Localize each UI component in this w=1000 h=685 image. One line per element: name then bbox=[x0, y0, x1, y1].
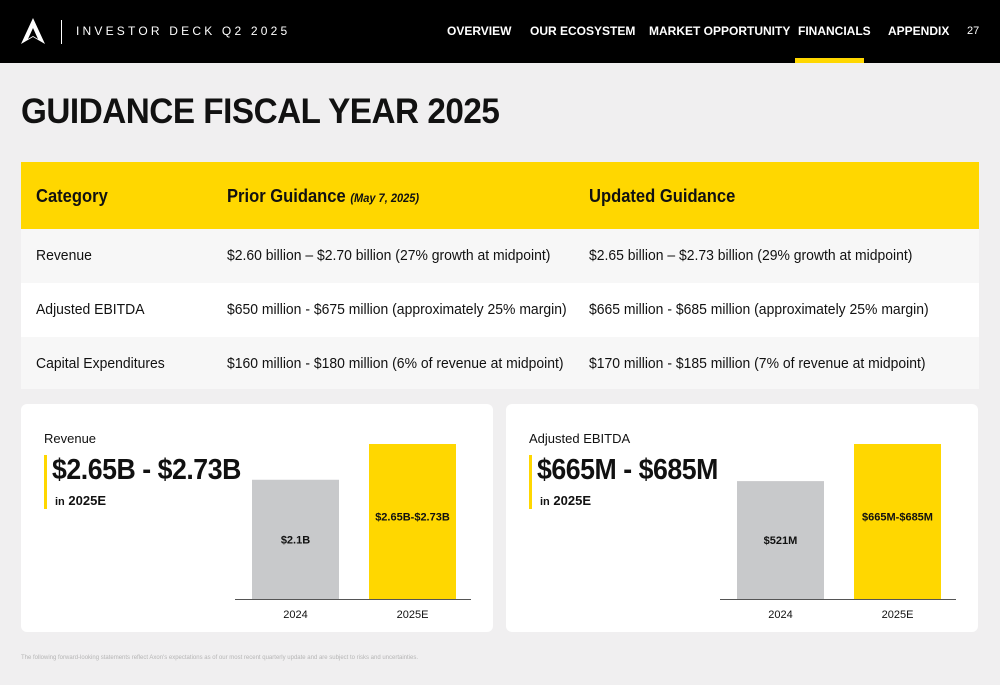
x-tick-label: 2025E bbox=[397, 609, 429, 621]
nav-market-opportunity[interactable]: MARKET OPPORTUNITY bbox=[649, 24, 791, 38]
card-subtitle: in 2025E bbox=[540, 493, 591, 508]
page-number: 27 bbox=[967, 25, 980, 37]
card-range: $665M - $685M bbox=[537, 454, 718, 486]
table-header: Category Prior Guidance (May 7, 2025) Up… bbox=[21, 162, 979, 229]
x-tick-label: 2024 bbox=[768, 609, 792, 621]
bar-data-label: $2.1B bbox=[281, 534, 310, 546]
header-prior-guidance: Prior Guidance (May 7, 2025) bbox=[227, 186, 419, 207]
bar-data-label: $665M-$685M bbox=[862, 512, 933, 524]
header-prior-label: Prior Guidance bbox=[227, 186, 346, 206]
nav-appendix[interactable]: APPENDIX bbox=[888, 24, 950, 38]
ebitda-card: Adjusted EBITDA $665M - $685M in 2025E $… bbox=[506, 404, 978, 632]
card-sub-year: 2025E bbox=[553, 493, 591, 508]
ebitda-chart: $521M 2024 $665M-$685M 2025E bbox=[720, 434, 956, 629]
nav-overview[interactable]: OVERVIEW bbox=[447, 24, 512, 38]
card-subtitle: in 2025E bbox=[55, 493, 106, 508]
bar-2025e bbox=[854, 444, 941, 599]
revenue-card: Revenue $2.65B - $2.73B in 2025E $2.1B 20… bbox=[21, 404, 493, 632]
active-nav-indicator bbox=[795, 58, 864, 63]
row-prior: $2.60 billion – $2.70 billion (27% growt… bbox=[227, 247, 551, 264]
revenue-chart: $2.1B 2024 $2.65B-$2.73B 2025E bbox=[235, 434, 471, 629]
card-sub-prefix: in bbox=[55, 496, 65, 508]
card-sub-year: 2025E bbox=[68, 493, 106, 508]
table-row: Capital Expenditures $160 million - $180… bbox=[21, 337, 979, 389]
row-updated: $665 million - $685 million (approximate… bbox=[589, 301, 929, 318]
x-tick-label: 2025E bbox=[882, 609, 914, 621]
card-label: Adjusted EBITDA bbox=[529, 431, 631, 446]
company-logo-icon[interactable] bbox=[20, 17, 46, 45]
header-category: Category bbox=[36, 186, 108, 206]
bar-data-label: $521M bbox=[764, 535, 798, 547]
table-row: Revenue $2.60 billion – $2.70 billion (2… bbox=[21, 229, 979, 283]
top-nav-bar: INVESTOR DECK Q2 2025 OVERVIEW OUR ECOSY… bbox=[0, 0, 1000, 63]
page-title: GUIDANCE FISCAL YEAR 2025 bbox=[21, 92, 500, 131]
bar-2024 bbox=[252, 479, 339, 599]
footer-disclaimer: The following forward-looking statements… bbox=[21, 655, 419, 661]
row-category: Capital Expenditures bbox=[36, 355, 165, 372]
card-range: $2.65B - $2.73B bbox=[52, 454, 241, 486]
row-category: Adjusted EBITDA bbox=[36, 301, 145, 318]
bar-2025e bbox=[369, 444, 456, 599]
nav-our-ecosystem[interactable]: OUR ECOSYSTEM bbox=[530, 24, 636, 38]
row-category: Revenue bbox=[36, 247, 92, 264]
header-prior-date: (May 7, 2025) bbox=[350, 191, 420, 205]
card-label: Revenue bbox=[44, 431, 97, 446]
bar-chart-svg: $2.1B 2024 $2.65B-$2.73B 2025E bbox=[235, 444, 471, 621]
logo-divider bbox=[61, 20, 62, 44]
x-tick-label: 2024 bbox=[283, 609, 307, 621]
bar-2024 bbox=[737, 481, 824, 599]
header-updated-guidance: Updated Guidance bbox=[589, 186, 736, 206]
accent-bar bbox=[44, 455, 47, 509]
guidance-table: Category Prior Guidance (May 7, 2025) Up… bbox=[21, 162, 979, 389]
table-row: Adjusted EBITDA $650 million - $675 mill… bbox=[21, 283, 979, 337]
bar-chart-svg: $521M 2024 $665M-$685M 2025E bbox=[720, 444, 956, 621]
accent-bar bbox=[529, 455, 532, 509]
bar-data-label: $2.65B-$2.73B bbox=[375, 512, 450, 524]
row-updated: $2.65 billion – $2.73 billion (29% growt… bbox=[589, 247, 913, 264]
nav-financials[interactable]: FINANCIALS bbox=[798, 24, 871, 38]
card-sub-prefix: in bbox=[540, 496, 550, 508]
deck-title: INVESTOR DECK Q2 2025 bbox=[76, 24, 291, 38]
row-prior: $650 million - $675 million (approximate… bbox=[227, 301, 567, 318]
row-updated: $170 million - $185 million (7% of reven… bbox=[589, 355, 926, 372]
row-prior: $160 million - $180 million (6% of reven… bbox=[227, 355, 564, 372]
